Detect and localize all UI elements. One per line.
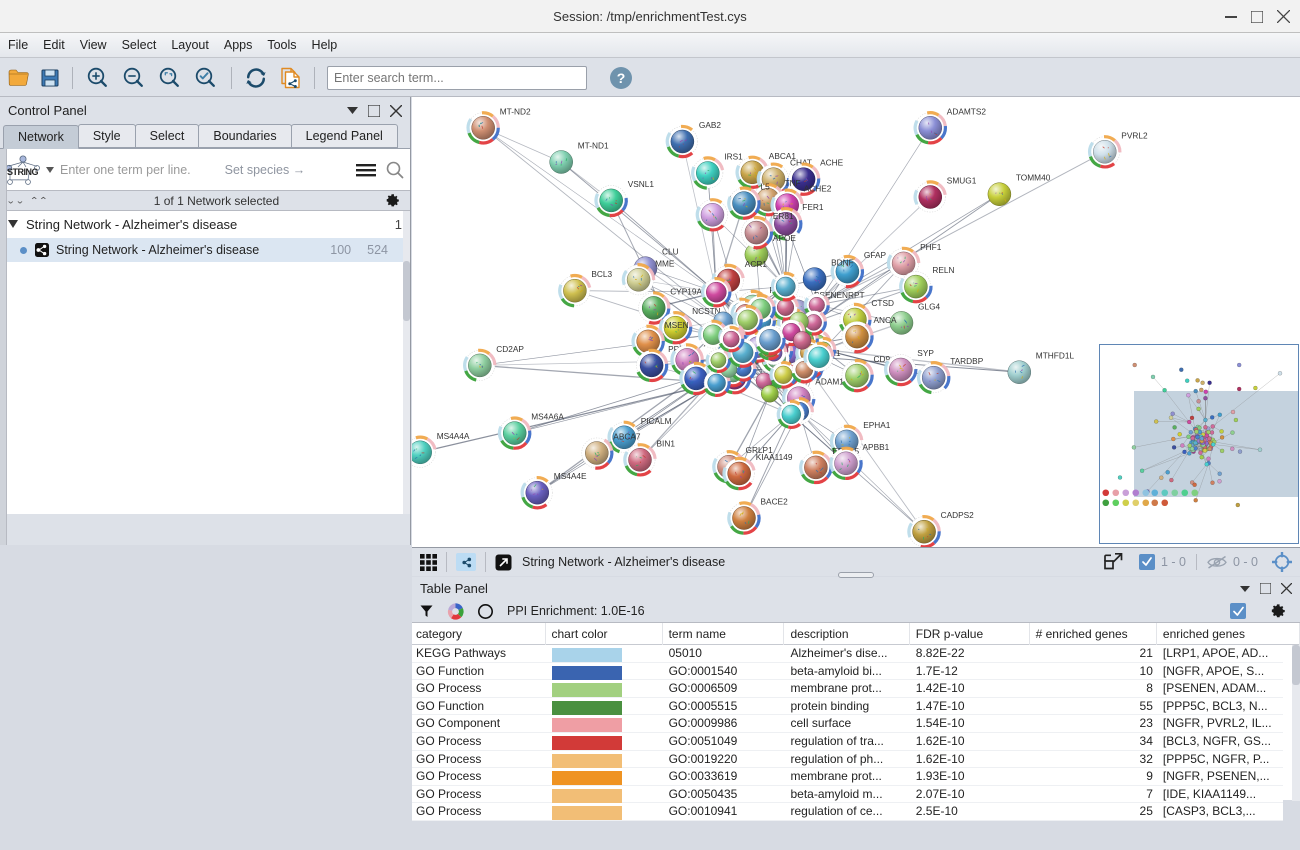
svg-text:CADPS2: CADPS2 bbox=[941, 510, 975, 520]
svg-text:BCL3: BCL3 bbox=[591, 269, 612, 279]
svg-text:MS4A4E: MS4A4E bbox=[554, 471, 587, 481]
svg-text:ABCA7: ABCA7 bbox=[613, 432, 641, 442]
svg-text:CTSD: CTSD bbox=[871, 298, 894, 308]
svg-text:MT-ND2: MT-ND2 bbox=[500, 106, 531, 116]
svg-text:ACHE2: ACHE2 bbox=[804, 184, 832, 194]
svg-text:TARDBP: TARDBP bbox=[950, 356, 984, 366]
svg-text:GAB2: GAB2 bbox=[699, 120, 722, 130]
svg-text:PVRL2: PVRL2 bbox=[1121, 130, 1148, 140]
svg-text:KIAA1149: KIAA1149 bbox=[756, 452, 793, 462]
svg-text:GFAP: GFAP bbox=[864, 250, 887, 260]
svg-text:APBB1: APBB1 bbox=[863, 442, 890, 452]
svg-text:MTHFD1L: MTHFD1L bbox=[1036, 351, 1075, 361]
svg-text:RELN: RELN bbox=[932, 265, 954, 275]
svg-text:ADAMTS2: ADAMTS2 bbox=[947, 106, 987, 116]
svg-text:ACHE: ACHE bbox=[820, 158, 844, 168]
svg-text:ANCA: ANCA bbox=[874, 315, 898, 325]
svg-text:L5: L5 bbox=[761, 182, 771, 192]
svg-text:GLG4: GLG4 bbox=[918, 301, 941, 311]
svg-text:SYP: SYP bbox=[917, 348, 934, 358]
svg-text:PHF1: PHF1 bbox=[920, 242, 942, 252]
svg-text:MS4A4A: MS4A4A bbox=[437, 431, 470, 441]
svg-text:MS4A6A: MS4A6A bbox=[531, 412, 564, 422]
svg-text:ACR1: ACR1 bbox=[745, 259, 768, 269]
svg-text:IRS1: IRS1 bbox=[724, 152, 743, 162]
svg-text:PICALM: PICALM bbox=[641, 416, 672, 426]
svg-text:MT-ND1: MT-ND1 bbox=[578, 141, 609, 151]
svg-text:SMUG1: SMUG1 bbox=[947, 176, 977, 186]
svg-text:EPHA1: EPHA1 bbox=[863, 420, 891, 430]
svg-text:BDNF: BDNF bbox=[831, 258, 854, 268]
svg-text:BACE2: BACE2 bbox=[761, 497, 789, 507]
svg-text:TNF: TNF bbox=[785, 178, 801, 188]
svg-text:APOE: APOE bbox=[773, 233, 797, 243]
svg-text:CD2AP: CD2AP bbox=[496, 344, 524, 354]
svg-text:MSEN: MSEN bbox=[665, 320, 689, 330]
svg-text:FER1: FER1 bbox=[802, 202, 824, 212]
svg-text:ER81: ER81 bbox=[773, 211, 794, 221]
svg-text:BIN1: BIN1 bbox=[657, 438, 676, 448]
svg-text:VSNL1: VSNL1 bbox=[628, 179, 655, 189]
svg-text:CLU: CLU bbox=[662, 247, 679, 257]
svg-text:TOMM40: TOMM40 bbox=[1016, 173, 1051, 183]
svg-text:MME: MME bbox=[655, 258, 675, 268]
